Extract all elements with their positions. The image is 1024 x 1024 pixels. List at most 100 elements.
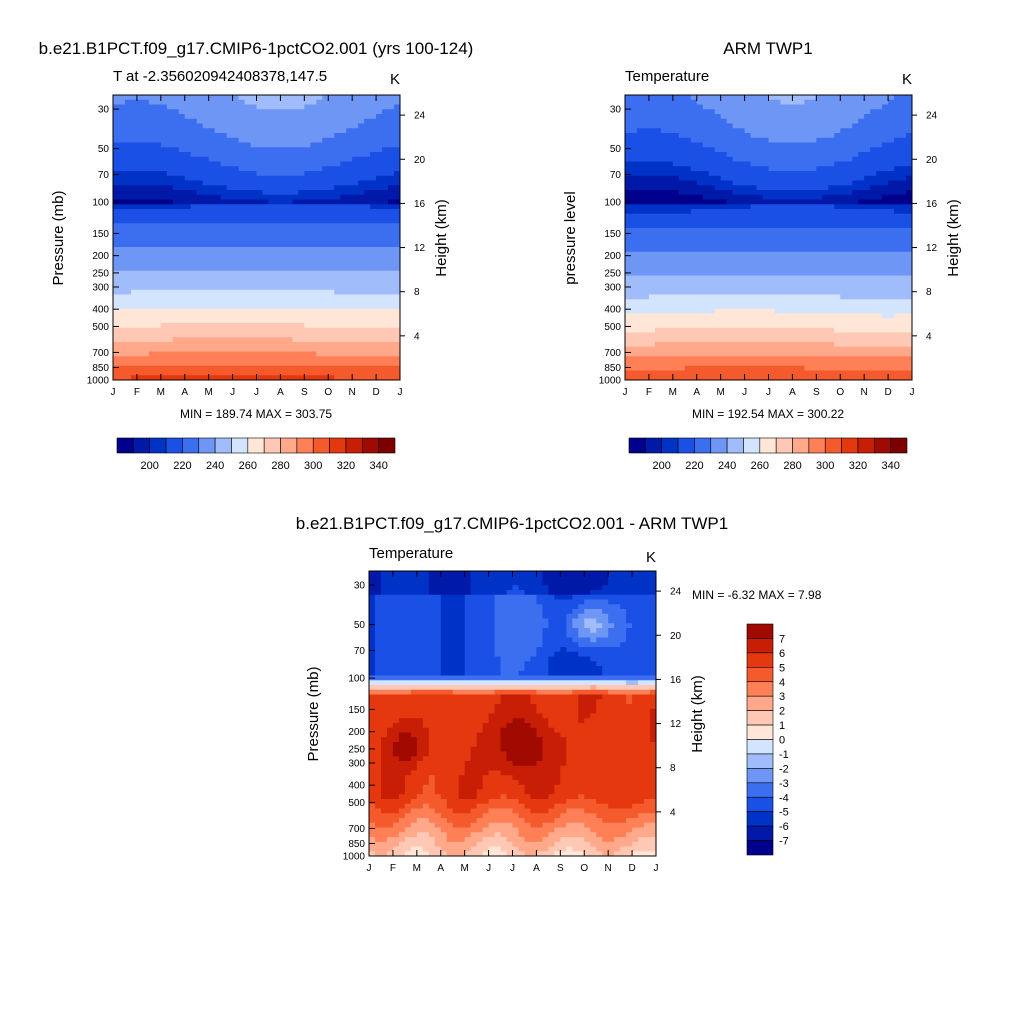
contour-cell [512,841,555,848]
contour-cell [113,289,132,296]
contour-cell [488,718,514,724]
contour-cell [536,647,561,653]
colorbar-label: -3 [779,778,789,790]
contour-cell [398,818,418,824]
colorbar-box [198,437,216,454]
contour-cell [470,751,508,757]
contour-cell [428,818,448,824]
contour-cell [464,628,496,634]
contour-cell [464,670,502,677]
contour-cell [870,147,912,153]
contour-cell [536,704,579,710]
contour-cell [113,313,400,319]
contour-cell [566,737,651,743]
x-tick-label: A [277,387,284,398]
contour-cell [530,822,543,829]
contour-cell [608,599,656,605]
contour-cell [702,142,883,148]
colorbar-box [746,782,774,798]
contour-cell [750,161,835,167]
contour-cell [482,723,508,729]
contour-cell [380,770,412,776]
x-tick-label: O [324,387,332,398]
contour-cell [113,370,400,376]
contour-cell [625,156,734,163]
contour-cell [476,803,526,810]
colorbar-box [759,437,777,454]
contour-cell [625,142,704,148]
contour-cell [500,670,520,677]
contour-cell [470,808,490,814]
height-tick-label: 12 [926,243,938,254]
contour-cell [434,775,460,781]
contour-cell [625,190,680,196]
pressure-tick-label: 400 [348,781,365,792]
contour-cell [888,180,912,186]
contour-cell [882,104,912,110]
contour-cell [690,95,770,101]
contour-cell [566,799,597,805]
contour-cell [458,784,484,791]
contour-cell [590,590,656,596]
contour-cell [404,780,430,786]
contour-cell [894,137,912,144]
x-tick-label: J [254,387,259,398]
colorbar-box [824,437,842,454]
contour-cell [596,661,656,667]
colorbar-box [746,840,774,856]
contour-cell [678,133,752,139]
contour-cell [404,784,424,791]
contour-cell [476,841,514,848]
contour-cell [625,166,692,172]
contour-cell [369,666,376,672]
contour-cell [554,789,656,795]
contour-cell [596,618,609,624]
contour-cell [113,95,240,101]
colorbar-label: 1 [779,720,785,732]
contour-cell [392,746,418,753]
contour-cell [750,133,835,139]
pressure-tick-label: 300 [604,282,621,293]
contour-cell [488,713,543,719]
contour-cell [374,637,442,643]
pressure-tick-label: 30 [98,105,110,116]
height-tick-label: 16 [926,199,938,210]
contour-cell [625,123,734,129]
contour-cell [464,770,490,776]
contour-cell [369,628,376,634]
panel3-title: b.e21.B1PCT.f09_g17.CMIP6-1pctCO2.001 - … [296,514,728,533]
contour-cell [596,685,656,691]
contour-cell [494,623,549,629]
contour-cell [244,99,317,106]
contour-cell [292,199,389,205]
colorbar-box [792,437,810,454]
contour-cell [625,118,728,125]
contour-cell [625,228,912,234]
contour-cell [882,142,912,148]
contour-cell [380,808,400,814]
contour-cell [644,822,656,829]
contour-cell [113,99,126,106]
contour-cell [578,604,621,610]
contour-cell [572,637,591,643]
contour-cell [625,323,912,329]
contour-cell [369,775,382,781]
contour-cell [726,199,859,205]
contour-cell [625,147,716,153]
contour-cell [226,133,335,139]
contour-cell [184,175,377,182]
colorbar-box [746,825,774,841]
contour-cell [650,689,656,696]
contour-cell [364,118,400,125]
contour-cell [625,99,698,106]
contour-cell [524,818,555,824]
contour-cell [632,699,656,705]
contour-cell [398,794,418,800]
contour-cell [416,794,442,800]
contour-cell [202,180,359,186]
x-tick-label: J [742,387,747,398]
contour-cell [602,837,615,843]
contour-cell [369,780,382,786]
contour-cell [394,171,400,177]
contour-cell [548,808,567,814]
